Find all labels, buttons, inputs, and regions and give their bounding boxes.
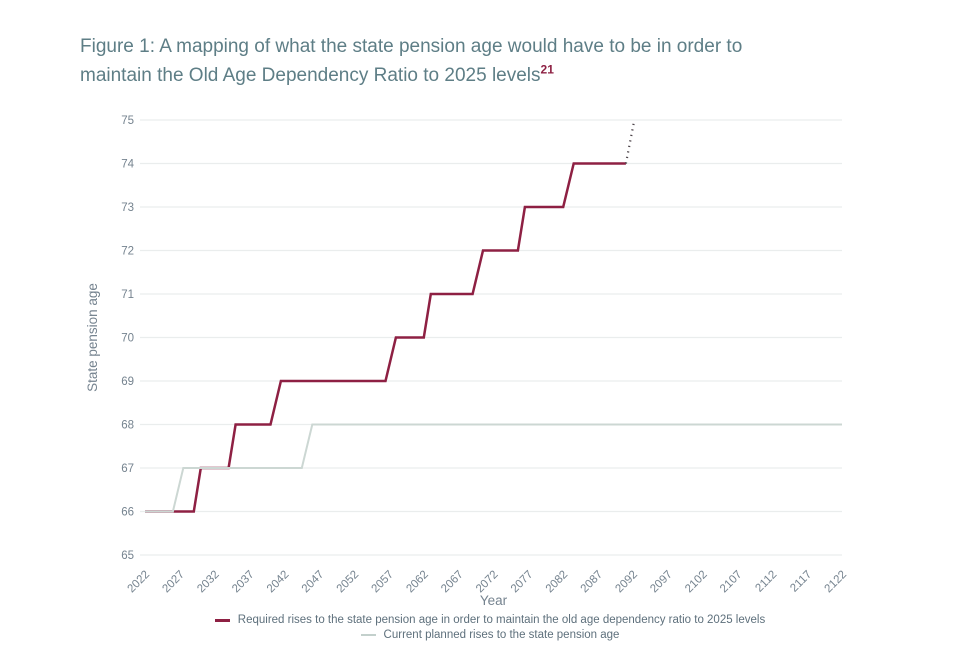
y-tick-label: 73 [121, 202, 134, 214]
x-tick-label: 2047 [300, 569, 327, 596]
y-tick-label: 75 [121, 115, 134, 127]
y-tick-label: 70 [121, 333, 134, 345]
x-tick-label: 2042 [265, 569, 292, 596]
x-tick-label: 2027 [160, 569, 187, 596]
y-tick-label: 68 [121, 420, 134, 432]
y-tick-label: 67 [121, 463, 134, 475]
figure-title: Figure 1: A mapping of what the state pe… [80, 32, 880, 90]
x-tick-label: 2032 [195, 569, 222, 596]
x-tick-label: 2097 [648, 569, 675, 596]
x-tick-label: 2072 [474, 569, 501, 596]
y-tick-label: 69 [121, 376, 134, 388]
y-tick-label: 66 [121, 507, 134, 519]
x-tick-label: 2037 [230, 569, 257, 596]
x-tick-label: 2112 [753, 569, 779, 595]
figure-title-line1: Figure 1: A mapping of what the state pe… [80, 36, 743, 57]
chart-legend: Required rises to the state pension age … [0, 614, 980, 641]
x-tick-label: 2057 [369, 569, 396, 596]
x-tick-label: 2102 [683, 569, 710, 596]
x-tick-label: 2077 [509, 569, 536, 596]
x-tick-label: 2022 [126, 569, 153, 596]
legend-item-required: Required rises to the state pension age … [214, 614, 766, 626]
required-projection-dotted [624, 119, 636, 164]
required-line-swatch-icon [214, 618, 230, 622]
legend-label-planned: Current planned rises to the state pensi… [383, 629, 620, 641]
y-tick-label: 71 [121, 289, 134, 301]
y-tick-label: 72 [121, 246, 134, 258]
x-tick-label: 2107 [718, 569, 745, 596]
planned-rises-line [145, 423, 842, 513]
y-axis-title: State pension age [85, 283, 100, 392]
x-tick-label: 2062 [404, 569, 431, 596]
x-tick-label: 2087 [579, 569, 606, 596]
x-axis-title: Year [480, 593, 508, 608]
x-tick-label: 2052 [335, 569, 362, 596]
x-tick-label: 2092 [613, 569, 640, 596]
y-tick-label: 74 [121, 159, 134, 171]
x-tick-label: 2067 [439, 569, 466, 596]
figure-title-line2: maintain the Old Age Dependency Ratio to… [80, 65, 541, 86]
x-tick-label: 2117 [788, 569, 814, 595]
x-tick-label: 2122 [823, 569, 850, 596]
planned-line-swatch-icon [360, 634, 376, 636]
footnote-marker: 21 [540, 62, 554, 77]
x-tick-label: 2082 [544, 569, 571, 596]
y-tick-label: 65 [121, 550, 134, 562]
legend-label-required: Required rises to the state pension age … [237, 614, 766, 626]
legend-item-planned: Current planned rises to the state pensi… [360, 629, 620, 641]
